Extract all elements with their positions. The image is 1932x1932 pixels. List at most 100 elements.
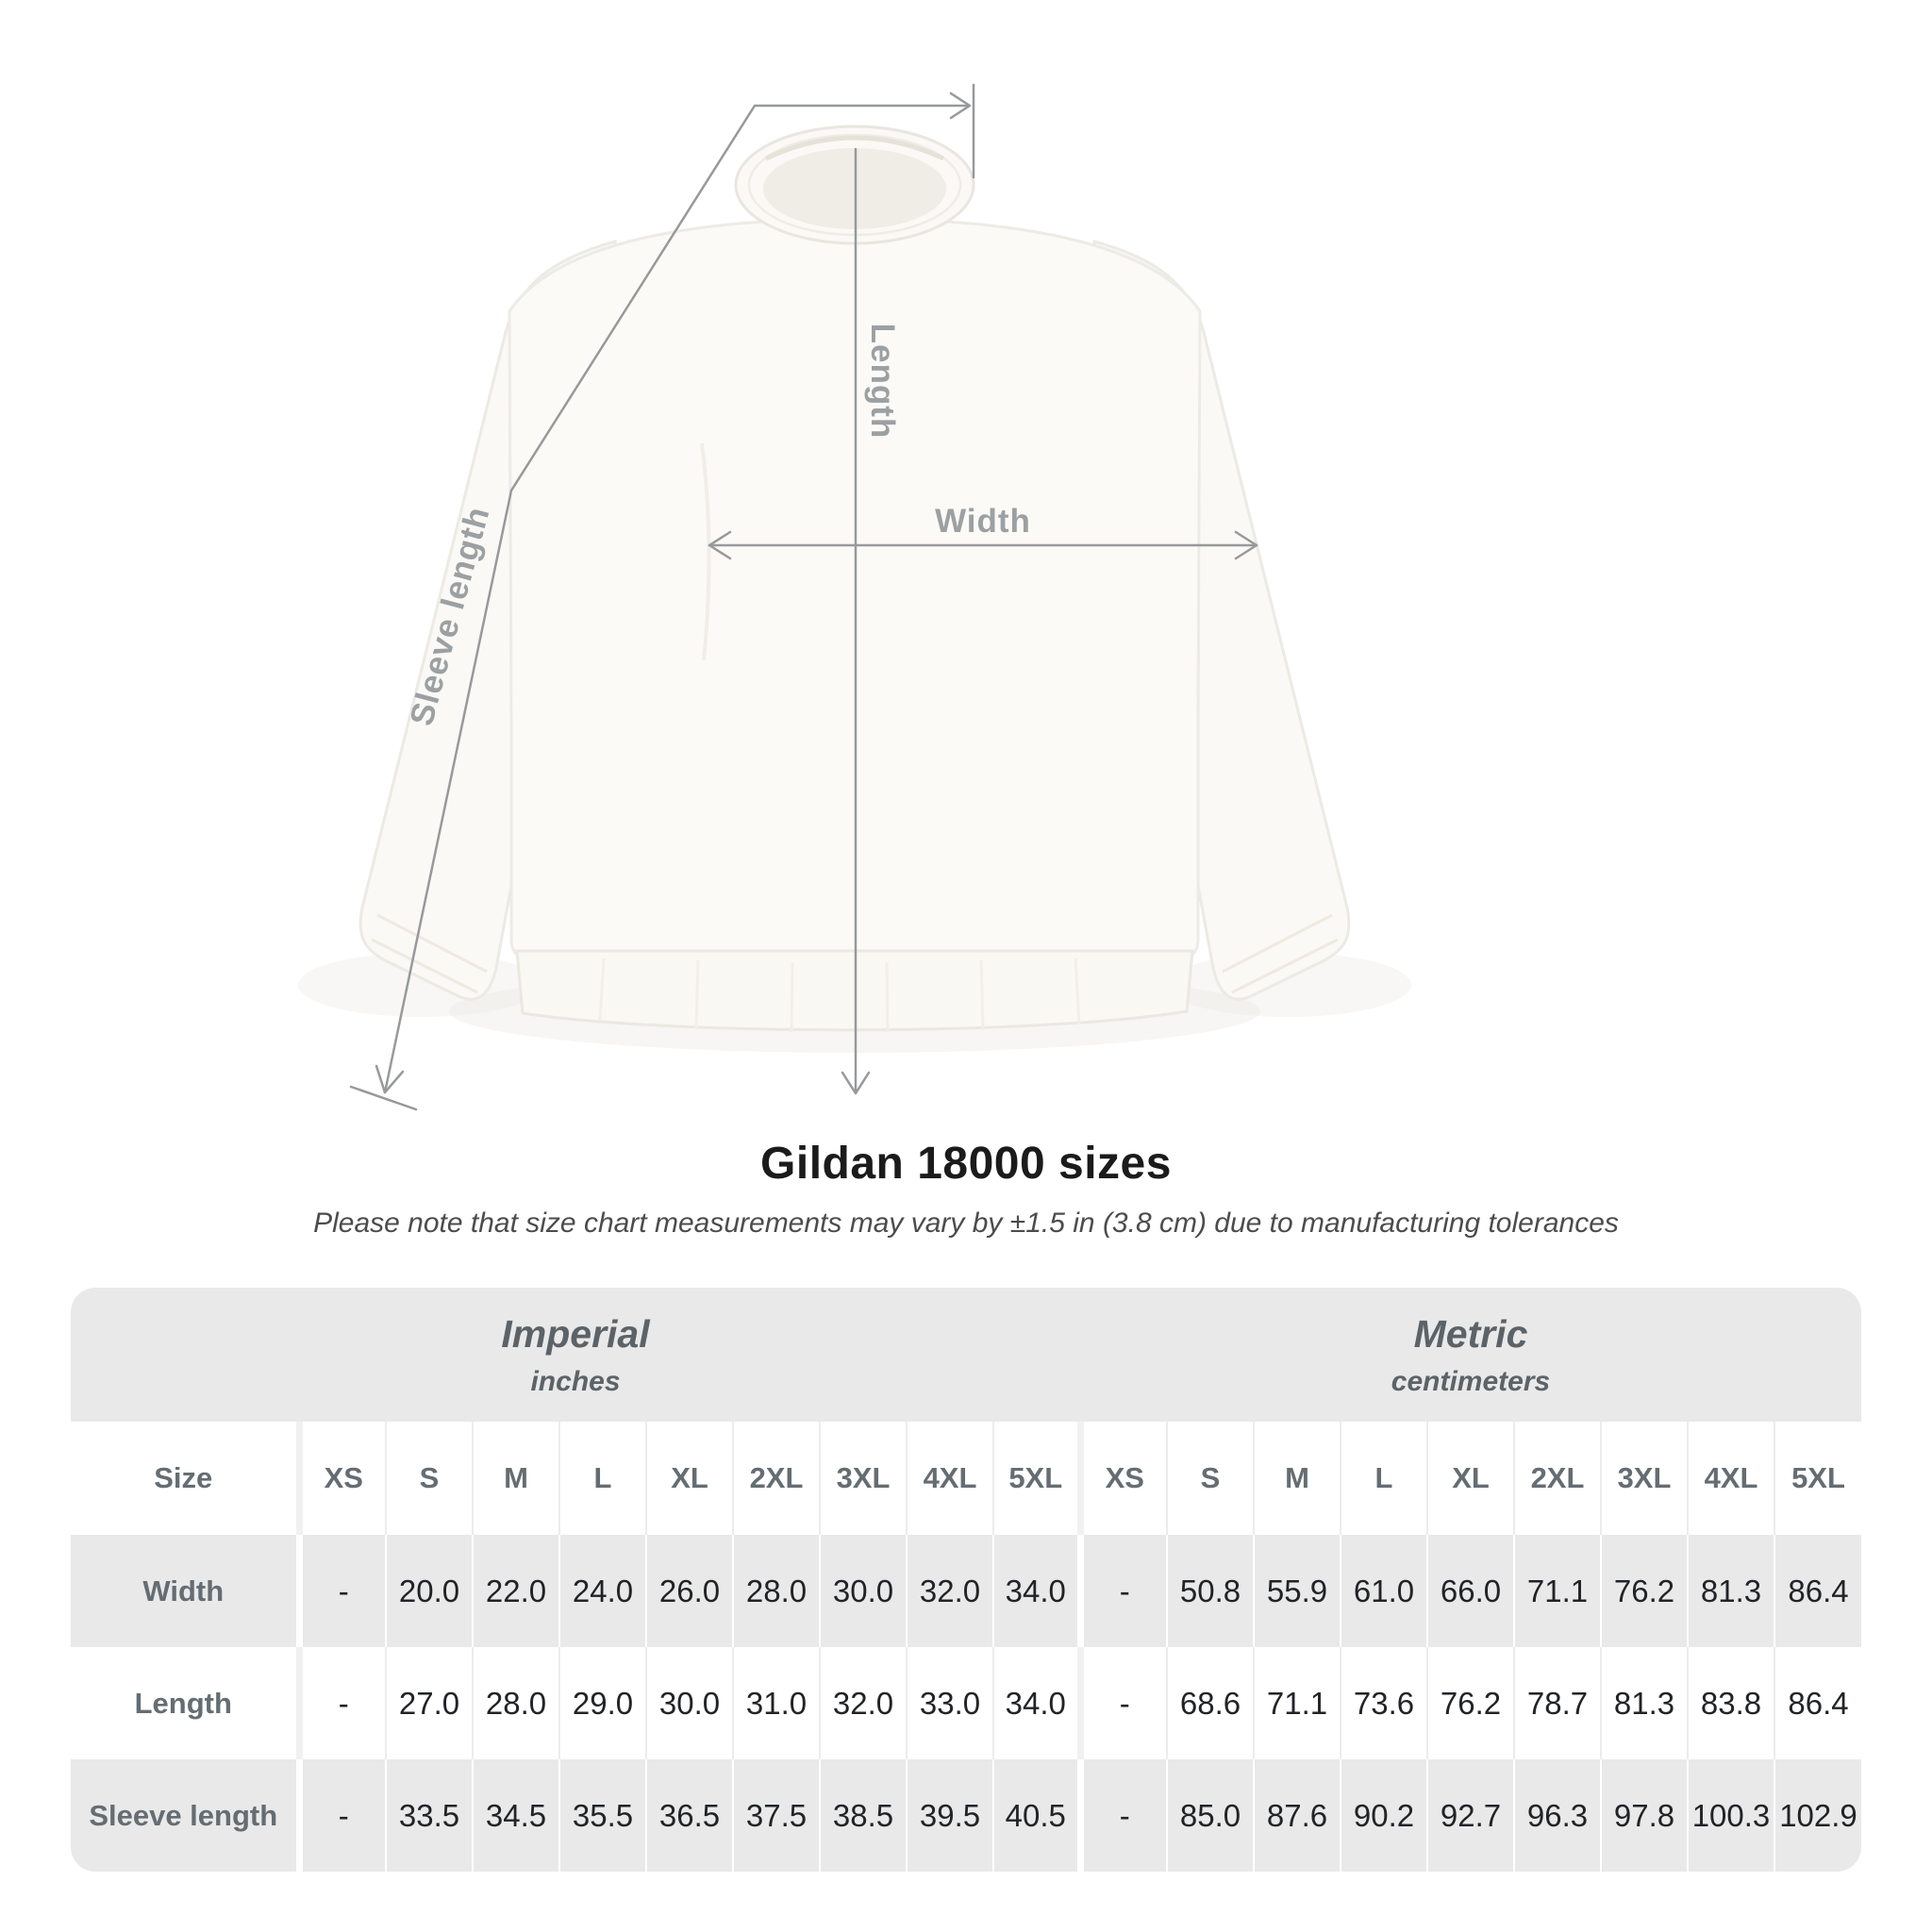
size-header-imperial-s: S (385, 1422, 473, 1535)
cell-sleeve-length-metric-4xl: 100.3 (1687, 1759, 1774, 1872)
cell-width-imperial-xl: 26.0 (645, 1535, 733, 1647)
cell-sleeve-length-metric-2xl: 96.3 (1513, 1759, 1601, 1872)
cell-width-metric-3xl: 76.2 (1600, 1535, 1688, 1647)
measurement-lines (349, 83, 1258, 1111)
size-header-metric-m: M (1253, 1422, 1341, 1535)
cell-sleeve-length-imperial-3xl: 38.5 (819, 1759, 907, 1872)
cell-width-metric-4xl: 81.3 (1687, 1535, 1774, 1647)
size-header-imperial-3xl: 3XL (819, 1422, 907, 1535)
sleeve-arrowhead-cuff (375, 1064, 405, 1094)
metric-header-cell: Metric centimeters (1080, 1288, 1861, 1422)
metric-title: Metric (1413, 1311, 1528, 1356)
cell-sleeve-length-metric-3xl: 97.8 (1600, 1759, 1688, 1872)
width-arrowhead-right (1234, 530, 1258, 560)
size-header-metric-3xl: 3XL (1600, 1422, 1688, 1535)
page-title: Gildan 18000 sizes (760, 1139, 1172, 1189)
cell-length-metric-5xl: 86.4 (1774, 1647, 1861, 1759)
cell-width-metric-s: 50.8 (1166, 1535, 1254, 1647)
cell-length-metric-2xl: 78.7 (1513, 1647, 1601, 1759)
cell-length-imperial-2xl: 31.0 (732, 1647, 820, 1759)
cell-width-metric-5xl: 86.4 (1774, 1535, 1861, 1647)
imperial-unit-label: inches (530, 1365, 621, 1397)
cell-length-imperial-xl: 30.0 (645, 1647, 733, 1759)
cell-width-metric-xs: - (1076, 1535, 1167, 1647)
size-header-imperial-l: L (558, 1422, 646, 1535)
cell-sleeve-length-metric-l: 90.2 (1340, 1759, 1427, 1872)
cell-sleeve-length-metric-5xl: 102.9 (1774, 1759, 1861, 1872)
imperial-header-cell: Imperial inches (71, 1288, 1080, 1422)
cell-width-imperial-l: 24.0 (558, 1535, 646, 1647)
sleeve-arrowhead-neck (949, 92, 972, 120)
cell-length-metric-m: 71.1 (1253, 1647, 1341, 1759)
cuff-tick-line (349, 1085, 418, 1111)
size-header-metric-l: L (1340, 1422, 1427, 1535)
imperial-title: Imperial (501, 1311, 650, 1356)
size-table-grid: Imperial inches Metric centimeters Size … (71, 1288, 1861, 1872)
cell-length-metric-4xl: 83.8 (1687, 1647, 1774, 1759)
cell-sleeve-length-metric-xs: - (1076, 1759, 1167, 1872)
cell-width-imperial-3xl: 30.0 (819, 1535, 907, 1647)
cell-width-metric-2xl: 71.1 (1513, 1535, 1601, 1647)
width-arrowhead-left (708, 530, 732, 560)
cell-length-imperial-3xl: 32.0 (819, 1647, 907, 1759)
cell-sleeve-length-imperial-s: 33.5 (385, 1759, 473, 1872)
row-label-sleeve-length: Sleeve length (71, 1759, 299, 1872)
size-header-metric-4xl: 4XL (1687, 1422, 1774, 1535)
cell-length-metric-3xl: 81.3 (1600, 1647, 1688, 1759)
cell-width-imperial-s: 20.0 (385, 1535, 473, 1647)
size-header-imperial-4xl: 4XL (906, 1422, 993, 1535)
cell-sleeve-length-imperial-4xl: 39.5 (906, 1759, 993, 1872)
size-header-imperial-5xl: 5XL (992, 1422, 1080, 1535)
size-header-metric-xs: XS (1076, 1422, 1167, 1535)
size-header-imperial-xl: XL (645, 1422, 733, 1535)
size-table: Imperial inches Metric centimeters Size … (71, 1288, 1861, 1872)
cell-width-metric-xl: 66.0 (1426, 1535, 1514, 1647)
cell-sleeve-length-imperial-m: 34.5 (472, 1759, 559, 1872)
size-column-header: Size (71, 1422, 299, 1535)
cell-sleeve-length-metric-s: 85.0 (1166, 1759, 1254, 1872)
cell-length-imperial-xs: - (295, 1647, 386, 1759)
cell-sleeve-length-imperial-xs: - (295, 1759, 386, 1872)
cell-length-imperial-s: 27.0 (385, 1647, 473, 1759)
row-sleeve-length: Sleeve length -33.5 34.5 35.5 36.5 37.5 38.5 39… (71, 1759, 1861, 1872)
tolerance-note: Please note that size chart measurements… (313, 1208, 1619, 1239)
cell-width-imperial-5xl: 34.0 (992, 1535, 1080, 1647)
size-header-imperial-m: M (472, 1422, 559, 1535)
metric-unit-label: centimeters (1391, 1365, 1551, 1397)
cell-length-metric-xs: - (1076, 1647, 1167, 1759)
size-header-metric-2xl: 2XL (1513, 1422, 1601, 1535)
cell-length-imperial-5xl: 34.0 (992, 1647, 1080, 1759)
row-width: Width -20.0 22.0 24.0 26.0 28.0 30.0 32.0 34.0-5… (71, 1535, 1861, 1647)
cell-sleeve-length-metric-xl: 92.7 (1426, 1759, 1514, 1872)
cell-width-metric-m: 55.9 (1253, 1535, 1341, 1647)
sizes-header-row: Size XS S M L XL 2XL 3XL 4XL 5XL XS S M L XL 2XL 3XL 4XL… (71, 1422, 1861, 1535)
cell-length-imperial-4xl: 33.0 (906, 1647, 993, 1759)
size-header-imperial-2xl: 2XL (732, 1422, 820, 1535)
cell-width-imperial-m: 22.0 (472, 1535, 559, 1647)
sweatshirt-diagram: Length Width Sleeve length (349, 83, 1351, 1111)
row-length: Length -27.0 28.0 29.0 30.0 31.0 32.0 33.0 34.0-… (71, 1647, 1861, 1759)
length-measure-label: Length (864, 324, 901, 440)
cell-width-imperial-4xl: 32.0 (906, 1535, 993, 1647)
width-measure-label: Width (935, 503, 1031, 540)
cell-sleeve-length-imperial-xl: 36.5 (645, 1759, 733, 1872)
units-header-row: Imperial inches Metric centimeters (71, 1288, 1861, 1422)
size-header-metric-5xl: 5XL (1774, 1422, 1861, 1535)
sleeve-measure-line (383, 104, 970, 1094)
cell-width-imperial-xs: - (295, 1535, 386, 1647)
cell-sleeve-length-imperial-l: 35.5 (558, 1759, 646, 1872)
size-header-imperial-xs: XS (295, 1422, 386, 1535)
cell-sleeve-length-imperial-5xl: 40.5 (992, 1759, 1080, 1872)
row-label-width: Width (71, 1535, 299, 1647)
cell-sleeve-length-imperial-2xl: 37.5 (732, 1759, 820, 1872)
row-label-length: Length (71, 1647, 299, 1759)
cell-length-metric-l: 73.6 (1340, 1647, 1427, 1759)
cell-length-metric-xl: 76.2 (1426, 1647, 1514, 1759)
size-header-metric-xl: XL (1426, 1422, 1514, 1535)
cell-length-imperial-m: 28.0 (472, 1647, 559, 1759)
cell-width-metric-l: 61.0 (1340, 1535, 1427, 1647)
length-arrowhead (841, 1071, 871, 1095)
size-header-metric-s: S (1166, 1422, 1254, 1535)
cell-length-metric-s: 68.6 (1166, 1647, 1254, 1759)
cell-length-imperial-l: 29.0 (558, 1647, 646, 1759)
